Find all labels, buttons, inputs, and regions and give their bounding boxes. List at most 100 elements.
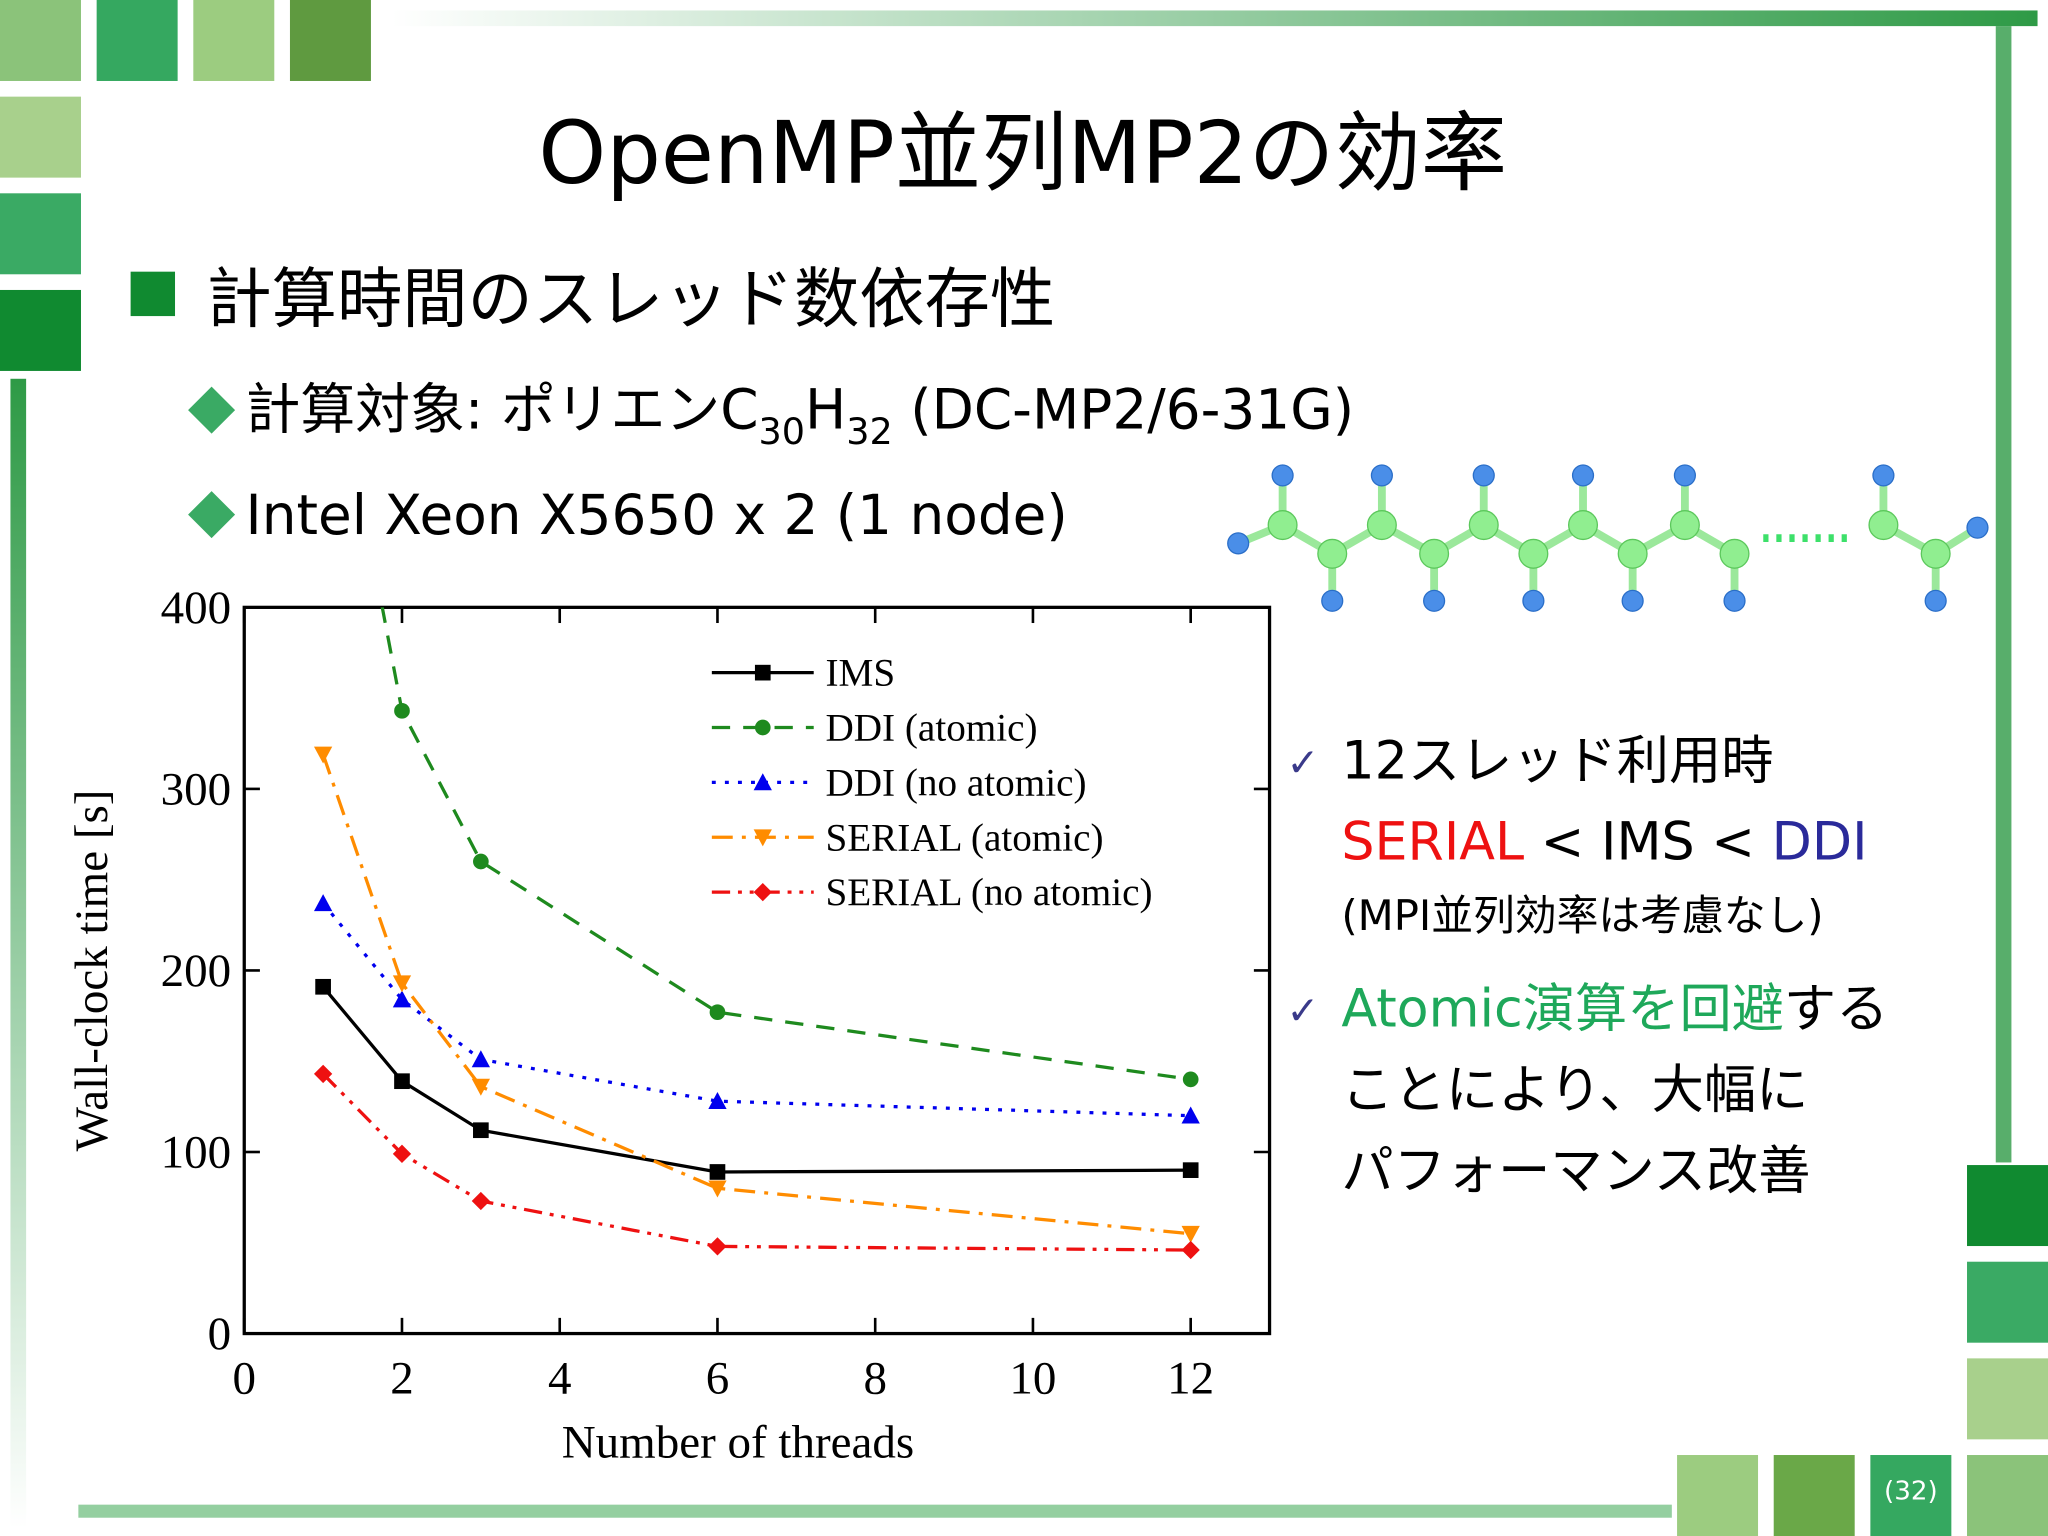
carbon-atom [1617, 538, 1648, 569]
hydrogen-atom [1227, 532, 1250, 555]
marker [708, 1180, 727, 1198]
marker [1181, 1106, 1200, 1124]
series-line [321, 753, 1191, 1236]
plot-frame [242, 605, 1272, 1336]
y-axis-label: Wall-clock time [s] [66, 790, 118, 1152]
x-axis-label: Number of threads [562, 1417, 915, 1469]
molecule-illustration [1227, 464, 1989, 612]
legend-label: DDI (no atomic) [825, 761, 1086, 804]
text-part: H [805, 377, 846, 441]
text-part: < IMS < [1524, 812, 1772, 872]
note-text: ことにより、大幅に [1341, 1061, 1808, 1121]
marker [392, 990, 412, 1008]
leaf-tile [1677, 1455, 1759, 1536]
marker [473, 1122, 489, 1139]
x-tick-label: 0 [232, 1353, 256, 1405]
leaf-tile [289, 0, 371, 81]
check-mark: ✓ [1287, 989, 1320, 1034]
carbon-atom [1267, 510, 1298, 541]
text-part: SERIAL [1341, 812, 1524, 872]
marker [708, 1092, 727, 1110]
deco-tile [1967, 1165, 2048, 1247]
frame-bottom [78, 1504, 1672, 1518]
x-tick-label: 4 [548, 1353, 572, 1405]
note-text: SERIAL < IMS < DDI [1341, 812, 1867, 872]
legend-marker [753, 773, 772, 791]
bullet-diamond [188, 491, 236, 539]
page-number: (32) [1884, 1476, 1938, 1506]
sub-bullet: 計算対象: ポリエンC30H32 (DC-MP2/6-31G) [246, 377, 1355, 453]
hydrogen-atom [1571, 464, 1595, 487]
hydrogen-atom [1271, 464, 1294, 487]
note-text: (MPI並列効率は考慮なし) [1341, 891, 1823, 940]
text-part: Atomic演算を回避 [1341, 980, 1784, 1040]
legend-marker [754, 719, 771, 736]
text-part: (DC-MP2/6-31G) [893, 377, 1354, 441]
carbon-atom [1669, 510, 1700, 541]
y-tick-label: 200 [161, 945, 232, 997]
carbon-atom [1567, 510, 1599, 541]
note-text: 12スレッド利用時 [1341, 731, 1773, 791]
marker [313, 894, 333, 912]
carbon-atom [1419, 538, 1450, 569]
carbon-atom [1719, 538, 1750, 569]
x-tick-label: 8 [863, 1353, 887, 1405]
frame-top [391, 10, 2038, 27]
hydrogen-atom [1621, 589, 1644, 612]
y-tick-label: 100 [161, 1127, 232, 1179]
x-tick-label: 10 [1009, 1353, 1056, 1405]
marker [394, 1073, 410, 1090]
marker [1182, 1071, 1199, 1088]
series-line [321, 902, 1191, 1118]
bullet-diamond [188, 386, 236, 434]
subscript: 32 [846, 410, 893, 453]
deco-tile [1870, 1455, 1952, 1536]
bullet-text: 計算時間のスレッド数依存性 [206, 261, 1055, 337]
slide-title: OpenMP並列MP2の効率 [538, 104, 1507, 204]
y-tick-label: 0 [208, 1308, 232, 1360]
hydrogen-atom [1321, 589, 1344, 612]
carbon-atom [1317, 538, 1348, 569]
hydrogen-atom [1370, 464, 1393, 487]
marker [1181, 1240, 1200, 1260]
legend-label: SERIAL (no atomic) [825, 871, 1152, 914]
sub-bullet: Intel Xeon X5650 x 2 (1 node) [246, 483, 1068, 547]
marker [392, 1144, 412, 1163]
x-tick-label: 6 [706, 1353, 730, 1405]
carbon-atom [1518, 538, 1549, 569]
y-tick-label: 300 [161, 764, 232, 816]
hydrogen-atom [1423, 589, 1446, 612]
marker [471, 1078, 490, 1096]
marker [315, 978, 331, 995]
subscript: 30 [759, 410, 806, 453]
text-part: 計算対象: ポリエンC [246, 377, 759, 441]
hydrogen-atom [1673, 464, 1696, 487]
deco-tile [0, 289, 81, 371]
check-mark: ✓ [1287, 741, 1320, 786]
leaf-tile [0, 0, 81, 81]
x-tick-label: 2 [390, 1353, 414, 1405]
text-part: DDI [1772, 812, 1868, 872]
carbon-atom [1920, 538, 1951, 569]
carbon-atom [1366, 510, 1397, 541]
legend-marker [754, 664, 771, 681]
marker [709, 1164, 726, 1180]
legend-label: IMS [825, 652, 895, 695]
chart: Number of threads Wall-clock time [s] 0 1… [66, 582, 1272, 1469]
marker [473, 853, 489, 870]
legend-label: SERIAL (atomic) [825, 816, 1103, 859]
marker [471, 1050, 490, 1068]
marker [471, 1191, 490, 1211]
hydrogen-atom [1472, 464, 1495, 487]
marker [709, 1004, 726, 1021]
hydrogen-atom [1924, 589, 1947, 612]
carbon-atom [1868, 510, 1899, 541]
leaf-tile [0, 96, 81, 178]
note-text: パフォーマンス改善 [1341, 1142, 1810, 1202]
leaf-tile [193, 0, 275, 81]
frame-left [10, 378, 27, 1529]
carbon-atom [1468, 510, 1499, 541]
marker [708, 1237, 727, 1256]
hydrogen-atom [1522, 589, 1545, 612]
